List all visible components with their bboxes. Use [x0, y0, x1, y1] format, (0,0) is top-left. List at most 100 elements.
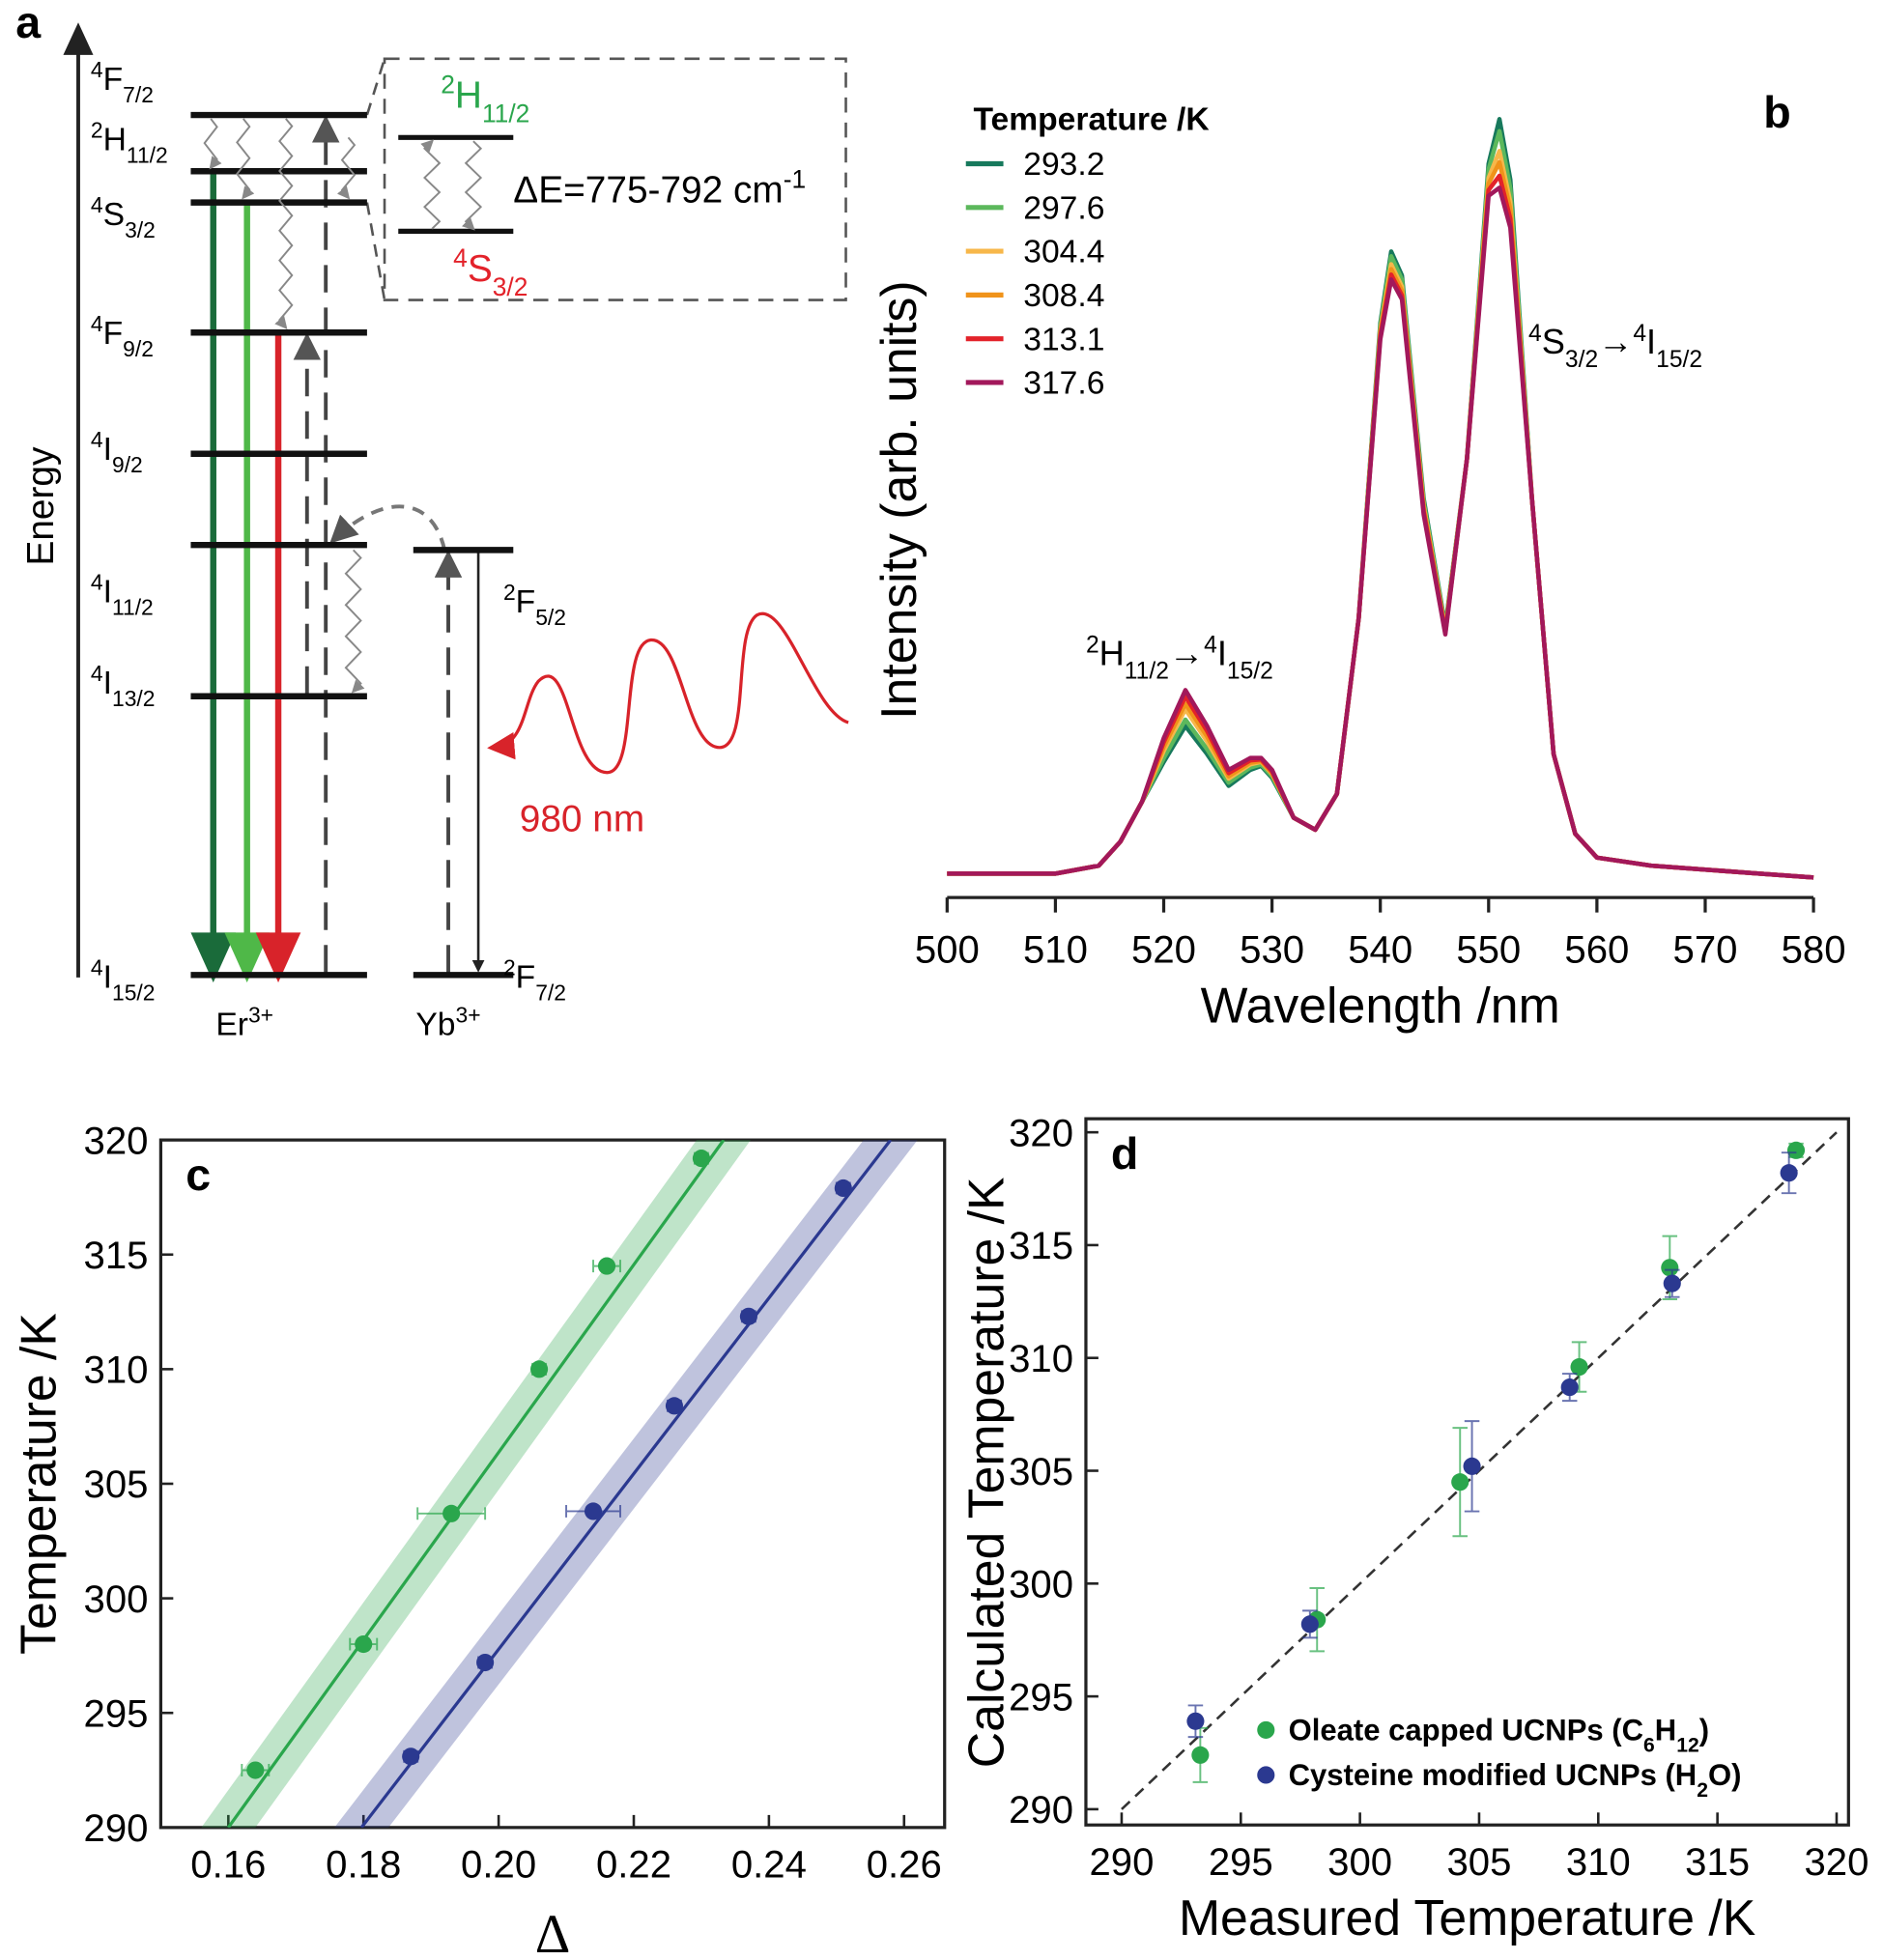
data-point [1300, 1615, 1319, 1633]
x-tick-label: 0.20 [461, 1844, 536, 1887]
text-part: I [103, 575, 112, 611]
text-part: ΔE=775-792 cm [513, 170, 783, 212]
x-tick-label: 580 [1782, 928, 1846, 971]
y-tick-label: 295 [84, 1692, 149, 1735]
text-part: F [516, 959, 536, 995]
data-point [584, 1502, 603, 1520]
legend-label: 293.2 [1023, 147, 1104, 183]
y-tick-label: 300 [84, 1578, 149, 1621]
legend-label: 313.1 [1023, 322, 1104, 357]
nonradiative-decay [344, 549, 365, 694]
text-part: F [103, 316, 124, 352]
text-part: 4 [91, 661, 103, 686]
y-tick-label: 310 [84, 1349, 149, 1392]
axis-label: Energy [20, 446, 62, 566]
data-point [355, 1634, 373, 1654]
level-label: 4I11/2 [91, 570, 154, 620]
level-label: 2H11/2 [91, 117, 168, 167]
content: aEnergy4F7/22H11/24S3/24F9/24I9/24I11/24… [11, 0, 1869, 1960]
text-part: 4 [91, 57, 103, 82]
y-tick-label: 305 [1009, 1451, 1073, 1493]
text-part: 4 [1528, 321, 1542, 347]
nonradiative-decay [203, 118, 222, 170]
text-part: 4 [91, 311, 103, 336]
text-part: ) [1699, 1713, 1709, 1747]
text-part: 7/2 [123, 82, 154, 107]
text-part: 4 [453, 243, 468, 272]
y-tick-label: 290 [84, 1807, 149, 1850]
x-tick-label: 530 [1240, 928, 1304, 971]
data-point [739, 1307, 757, 1325]
y-tick-label: 305 [84, 1463, 149, 1506]
y-axis-label: Intensity (arb. units) [870, 280, 927, 719]
panel-label: c [185, 1150, 211, 1200]
text-part: I [103, 959, 112, 995]
ion-label: Er3+ [215, 1002, 273, 1042]
nonradiative-decay [274, 118, 294, 330]
data-point [1186, 1712, 1205, 1730]
level-label: 2F7/2 [503, 954, 566, 1005]
x-tick-label: 0.16 [190, 1844, 266, 1887]
level-label: 4I9/2 [91, 427, 143, 477]
text-part: 4 [1204, 632, 1217, 658]
panel-label: b [1763, 87, 1790, 137]
x-tick-label: 295 [1209, 1841, 1273, 1884]
x-tick-label: 305 [1447, 1841, 1512, 1884]
x-tick-label: 290 [1089, 1841, 1154, 1884]
text-part: O) [1708, 1758, 1742, 1792]
text-part: 2 [503, 580, 516, 605]
x-tick-label: 0.22 [596, 1844, 671, 1887]
text-part: H [1655, 1713, 1676, 1747]
nonradiative-decay [336, 136, 357, 200]
x-tick-label: 510 [1023, 928, 1088, 971]
legend-label: Cysteine modified UCNPs (H2O) [1289, 1758, 1742, 1802]
text-part: 6 [1643, 1734, 1655, 1756]
data-point [1191, 1746, 1210, 1764]
y-tick-label: 295 [1009, 1676, 1073, 1719]
text-part: 4 [91, 192, 103, 217]
panel-label: a [15, 0, 42, 47]
data-point [442, 1504, 461, 1522]
y-tick-label: 320 [84, 1120, 149, 1162]
x-tick-label: 300 [1327, 1841, 1392, 1884]
text-part: -1 [784, 165, 806, 194]
legend-label: 308.4 [1023, 278, 1104, 314]
level-label: 2F5/2 [503, 580, 566, 630]
x-tick-label: 570 [1673, 928, 1738, 971]
data-point [402, 1747, 420, 1766]
legend-label: 317.6 [1023, 366, 1104, 402]
plot-area [201, 1140, 918, 1828]
level-label: 4F7/2 [91, 57, 154, 107]
text-part: 11/2 [482, 99, 529, 128]
text-part: 3/2 [125, 217, 156, 242]
legend-marker [1257, 1720, 1275, 1739]
text-part: 3/2 [1565, 347, 1598, 373]
fit-line [359, 1140, 893, 1828]
data-point [692, 1150, 710, 1168]
laser-wave [487, 611, 849, 775]
y-tick-label: 315 [1009, 1225, 1073, 1267]
text-part: 4 [91, 954, 103, 980]
legend-label: 304.4 [1023, 235, 1104, 270]
text-part: 2 [1086, 632, 1099, 658]
y-tick-label: 290 [1009, 1789, 1073, 1832]
x-tick-label: 310 [1566, 1841, 1631, 1884]
nonradiative-decay [236, 118, 255, 200]
data-point [834, 1179, 852, 1198]
text-part: H [1099, 633, 1125, 672]
nonradiative-decay [420, 139, 442, 230]
data-point [530, 1360, 549, 1378]
emission-head [255, 932, 301, 983]
text-part: H [103, 122, 127, 157]
spectrum-line [947, 185, 1814, 880]
zoom-line [365, 58, 386, 116]
text-part: 12 [1676, 1734, 1698, 1756]
panel-label: d [1111, 1128, 1138, 1179]
legend-label: 297.6 [1023, 190, 1104, 226]
text-part: 2 [91, 117, 103, 142]
text-part: Oleate capped UCNPs (C [1289, 1713, 1643, 1747]
y-tick-label: 300 [1009, 1564, 1073, 1606]
data-point [1463, 1457, 1481, 1475]
legend-marker [1257, 1766, 1275, 1784]
